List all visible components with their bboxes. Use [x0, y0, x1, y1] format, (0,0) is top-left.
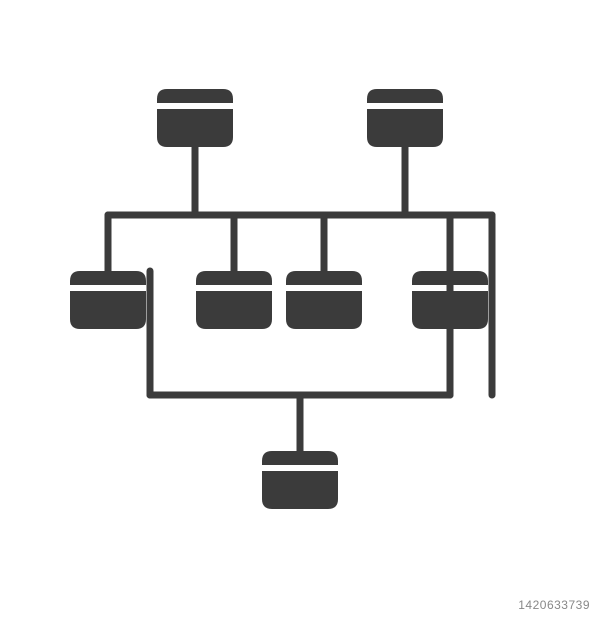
node-mid-1: [70, 271, 146, 329]
node-mid-2: [196, 271, 272, 329]
node-top-right: [367, 89, 443, 147]
node-bottom: [262, 451, 338, 509]
watermark-id: 1420633739: [518, 598, 590, 612]
node-top-left: [157, 89, 233, 147]
node-mid-4: [412, 271, 488, 329]
node-mid-3: [286, 271, 362, 329]
network-diagram: [0, 0, 600, 620]
